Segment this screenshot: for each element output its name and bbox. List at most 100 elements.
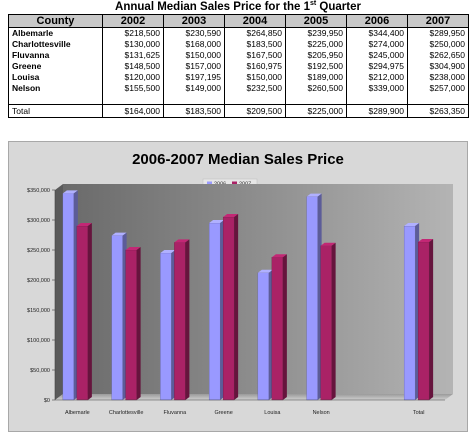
bar-2007-louisa [271,254,287,401]
value-cell: $157,000 [163,61,225,72]
value-cell: $239,950 [285,27,347,39]
legend-swatch [232,181,237,186]
chart-title: 2006-2007 Median Sales Price [132,151,344,168]
value-cell: $150,000 [163,50,225,61]
value-cell: $264,850 [224,27,286,39]
y-tick-label: $0 [44,398,50,404]
table-row: Albemarle $218,500 $230,590 $264,850 $23… [8,27,469,39]
y-axis: $0 $50,000 $100,000 $150,000 $200,000 $250,00… [27,188,56,404]
value-cell: $148,500 [102,61,164,72]
header-2002: 2002 [102,14,164,28]
value-cell: $167,500 [224,50,286,61]
y-tick-label: $300,000 [27,218,50,224]
bar-2007-nelson [320,242,336,401]
bar-2006-charlottesville [111,232,127,401]
value-cell: $150,000 [224,72,286,83]
total-value-cell: $183,500 [163,104,225,118]
header-2006: 2006 [346,14,408,28]
header-2005: 2005 [285,14,347,28]
value-cell: $192,500 [285,61,347,72]
value-cell: $197,195 [163,72,225,83]
total-value-cell: $164,000 [102,104,164,118]
value-cell: $344,400 [346,27,408,39]
table-row: Charlottesville $130,000 $168,000 $183,5… [8,39,469,50]
table-spacer-row [8,94,469,105]
table-row: Nelson $155,500 $149,000 $232,500 $260,5… [8,83,469,94]
header-2007: 2007 [407,14,469,28]
value-cell: $155,500 [102,83,164,94]
y-tick-label: $100,000 [27,338,50,344]
bar-2006-total [403,223,420,401]
x-category-label: Fluvanna [164,410,188,416]
value-cell: $232,500 [224,83,286,94]
value-cell: $212,000 [346,72,408,83]
value-cell: $120,000 [102,72,164,83]
value-cell: $245,000 [346,50,408,61]
total-value-cell: $209,500 [224,104,286,118]
y-tick-label: $150,000 [27,308,50,314]
county-cell: Greene [8,61,103,72]
x-category-label: Greene [214,410,232,416]
table-header-row: County 2002 2003 2004 2005 2006 2007 [8,14,469,28]
bar-2006-albemarle [62,190,78,401]
value-cell: $189,000 [285,72,347,83]
header-2004: 2004 [224,14,286,28]
bar-2006-louisa [257,269,273,401]
value-cell: $160,975 [224,61,286,72]
bar-2007-greene [222,214,239,401]
bar-2007-fluvanna [174,239,190,401]
county-cell: Charlottesville [8,39,103,50]
value-cell: $183,500 [224,39,286,50]
chart-floor [55,394,453,400]
header-county: County [8,14,103,28]
y-tick-label: $50,000 [30,368,50,374]
x-category-label: Nelson [313,410,330,416]
value-cell: $304,900 [407,61,469,72]
chart-side-wall [55,184,63,400]
value-cell: $149,000 [163,83,225,94]
table-row: Fluvanna $131,625 $150,000 $167,500 $205… [8,50,469,61]
table-title: Annual Median Sales Price for the 1st Qu… [115,0,361,13]
value-cell: $168,000 [163,39,225,50]
bar-2007-total [417,238,434,401]
value-cell: $339,000 [346,83,408,94]
x-category-label: Albemarle [65,410,90,416]
county-cell: Fluvanna [8,50,103,61]
value-cell: $131,625 [102,50,164,61]
x-axis: Albemarle Charlottesville Fluvanna Greene Lo… [55,399,445,416]
value-cell: $238,000 [407,72,469,83]
header-2003: 2003 [163,14,225,28]
table-row: Louisa $120,000 $197,195 $150,000 $189,0… [8,72,469,83]
value-cell: $230,590 [163,27,225,39]
value-cell: $218,500 [102,27,164,39]
bar-2007-charlottesville [125,247,141,401]
x-category-label: Charlottesville [109,410,144,416]
county-cell: Louisa [8,72,103,83]
value-cell: $250,000 [407,39,469,50]
value-cell: $260,500 [285,83,347,94]
value-cell: $274,000 [346,39,408,50]
plot-area [55,184,453,401]
y-tick-label: $200,000 [27,278,50,284]
table-row: Greene $148,500 $157,000 $160,975 $192,5… [8,61,469,72]
total-value-cell: $263,350 [407,104,469,118]
value-cell: $205,950 [285,50,347,61]
median-price-table: County 2002 2003 2004 2005 2006 2007 Alb… [8,14,469,118]
table-total-row: Total $164,000 $183,500 $209,500 $225,00… [8,104,469,118]
total-label: Total [8,104,103,118]
value-cell: $130,000 [102,39,164,50]
value-cell: $294,975 [346,61,408,72]
bar-2006-nelson [306,193,322,401]
bar-2007-albemarle [76,223,92,401]
value-cell: $225,000 [285,39,347,50]
y-tick-label: $350,000 [27,188,50,194]
total-value-cell: $225,000 [285,104,347,118]
x-category-label: Total [413,410,425,416]
total-value-cell: $289,900 [346,104,408,118]
value-cell: $257,000 [407,83,469,94]
y-tick-label: $250,000 [27,248,50,254]
legend-swatch [207,181,212,186]
county-cell: Nelson [8,83,103,94]
